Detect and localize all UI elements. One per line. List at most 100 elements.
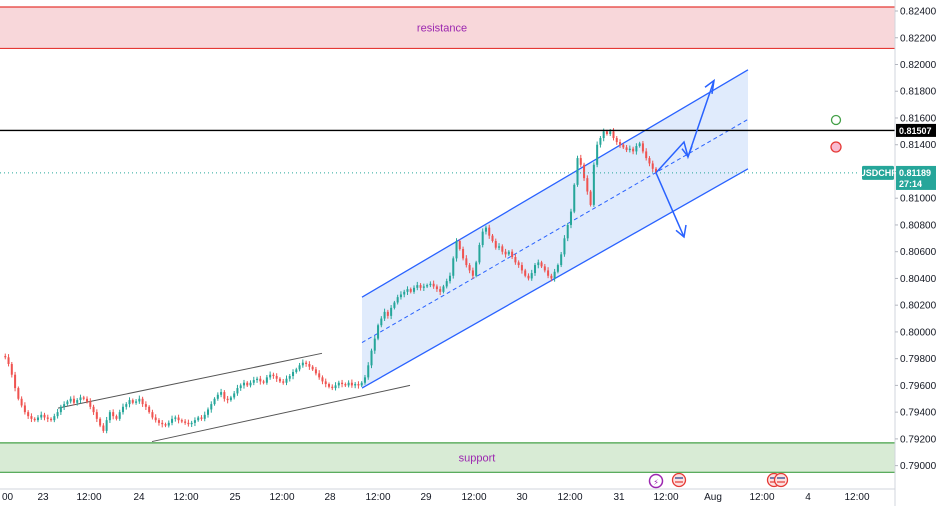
candle-body [213, 398, 216, 405]
candle-body [370, 350, 373, 366]
price-tick-label: 0.81400 [900, 140, 937, 151]
candle-body [547, 270, 550, 276]
candle-body [174, 417, 177, 419]
us-event-flag-icon [671, 472, 687, 488]
candle-body [193, 420, 196, 423]
time-tick-label: 24 [133, 492, 145, 503]
key-level-tag-text: 0.81507 [899, 126, 932, 136]
overlay-layer [0, 78, 895, 239]
candle-body [79, 397, 82, 401]
candle-body [337, 382, 340, 386]
candle-body [537, 262, 540, 266]
channel-upper-line [361, 69, 749, 298]
candle-body [118, 412, 121, 419]
candle-body [406, 289, 409, 292]
time-tick-label: 12:00 [76, 492, 101, 503]
candle-body [72, 398, 75, 403]
candle-body [141, 398, 144, 405]
key-level-tag [896, 123, 936, 137]
candle-body [498, 246, 501, 248]
candle-body [373, 338, 376, 351]
price-tick-label: 0.80200 [900, 301, 937, 312]
time-tick-label: 31 [613, 492, 625, 503]
candle-body [350, 382, 353, 386]
candle-body [396, 297, 399, 303]
candle-body [131, 400, 134, 403]
candle-body [468, 265, 471, 271]
candle-body [99, 418, 102, 426]
markers-layer: ⚡ [648, 114, 842, 489]
time-tick-label: 29 [420, 492, 432, 503]
candle-body [249, 382, 252, 386]
price-tick-label: 0.80400 [900, 274, 937, 285]
candle-body [82, 397, 85, 399]
price-tick-label: 0.82200 [900, 33, 937, 44]
candle-body [66, 401, 69, 405]
lightning-event-icon [648, 473, 664, 489]
candle-body [625, 147, 628, 151]
time-tick-label: 12:00 [844, 492, 869, 503]
price-tick-label: 0.82400 [900, 7, 937, 18]
candle-body [553, 271, 556, 279]
symbol-tag [862, 165, 894, 180]
candle-body [488, 227, 491, 236]
candle-body [295, 369, 298, 373]
bullish-arrow-mid-head [681, 145, 693, 159]
time-tick-label: 12:00 [173, 492, 198, 503]
candle-body [481, 231, 484, 246]
time-tick-label: 00 [2, 492, 14, 503]
candle-body [4, 355, 7, 358]
candle-body [413, 287, 416, 292]
candle-body [112, 412, 115, 417]
candle-body [645, 151, 648, 159]
time-tick-label: 23 [37, 492, 49, 503]
last-price-tag-text: 0.81189 [899, 168, 931, 178]
candle-body [43, 414, 46, 418]
candle-body [583, 164, 586, 179]
candle-body [292, 372, 295, 377]
candle-body [164, 424, 167, 426]
candle-body [27, 412, 30, 417]
candle-body [638, 143, 641, 147]
candle-body [7, 357, 10, 365]
candle-body [308, 364, 311, 367]
candle-body [452, 258, 455, 276]
candle-body [229, 397, 232, 401]
candle-body [341, 382, 344, 385]
time-tick-label: 12:00 [557, 492, 582, 503]
candle-body [314, 369, 317, 374]
bullish-arrow-head [704, 78, 716, 95]
candle-body [471, 270, 474, 276]
candle-body [331, 386, 334, 389]
candle-body [305, 362, 308, 365]
price-tick-label: 0.80800 [900, 220, 937, 231]
candle-body [432, 283, 435, 287]
candle-body [367, 365, 370, 378]
candle-body [377, 325, 380, 339]
time-tick-label: 12:00 [749, 492, 774, 503]
drawings-layer [57, 69, 749, 443]
time-axis[interactable]: 00 23 12:00 24 12:00 25 12:00 28 12:00 29 12:00 30 1… [0, 488, 895, 503]
candle-body [520, 265, 523, 271]
bearish-scenario-arrow [655, 172, 685, 238]
candle-body [318, 373, 321, 378]
time-tick-label: 4 [805, 492, 811, 503]
candle-body [115, 416, 118, 419]
candle-body [462, 249, 465, 259]
support-zone [0, 442, 895, 473]
price-tick-label: 0.80000 [900, 327, 937, 338]
candle-body [648, 158, 651, 164]
candle-body [514, 257, 517, 263]
price-tick-label: 0.81000 [900, 194, 937, 205]
candle-body [108, 412, 111, 421]
price-axis[interactable]: 0.82400 0.82200 0.82000 0.81800 0.81600 0.814… [859, 0, 937, 506]
candle-body [455, 240, 458, 259]
candle-body [605, 131, 608, 135]
price-tick-label: 0.79400 [900, 408, 937, 419]
candle-body [23, 405, 26, 413]
candle-body [236, 388, 239, 394]
candle-body [596, 144, 599, 165]
candle-body [465, 258, 468, 266]
time-tick-label: 30 [516, 492, 528, 503]
